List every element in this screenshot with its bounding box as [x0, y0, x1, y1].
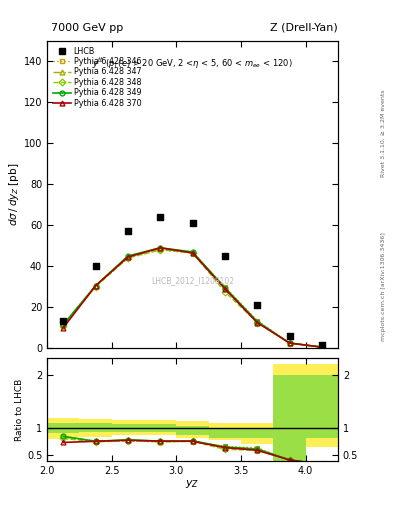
Text: mcplots.cern.ch [arXiv:1306.3436]: mcplots.cern.ch [arXiv:1306.3436]: [381, 232, 386, 341]
Point: [286, 332, 293, 340]
Text: Z (Drell-Yan): Z (Drell-Yan): [270, 23, 338, 33]
Point: [157, 213, 163, 221]
Point: [125, 227, 131, 236]
Text: $y^{\ell\ell}$ ($p_T(e)$ > 20 GeV, 2 <$\eta$ < 5, 60 < $m_{ee}$ < 120): $y^{\ell\ell}$ ($p_T(e)$ > 20 GeV, 2 <$\…: [92, 56, 293, 71]
X-axis label: $y_Z$: $y_Z$: [185, 478, 200, 490]
Point: [189, 219, 196, 227]
Point: [92, 262, 99, 270]
Point: [319, 341, 325, 349]
Point: [222, 252, 228, 260]
Text: 7000 GeV pp: 7000 GeV pp: [51, 23, 123, 33]
Text: LHCB_2012_I1208102: LHCB_2012_I1208102: [151, 276, 234, 285]
Text: Rivet 3.1.10, ≥ 3.2M events: Rivet 3.1.10, ≥ 3.2M events: [381, 89, 386, 177]
Point: [254, 301, 260, 309]
Point: [60, 316, 66, 325]
Legend: LHCB, Pythia 6.428 346, Pythia 6.428 347, Pythia 6.428 348, Pythia 6.428 349, Py: LHCB, Pythia 6.428 346, Pythia 6.428 347…: [51, 45, 143, 110]
Y-axis label: Ratio to LHCB: Ratio to LHCB: [15, 378, 24, 441]
Y-axis label: $d\sigma\,/\,dy_Z\;\mathrm{[pb]}$: $d\sigma\,/\,dy_Z\;\mathrm{[pb]}$: [7, 163, 21, 226]
